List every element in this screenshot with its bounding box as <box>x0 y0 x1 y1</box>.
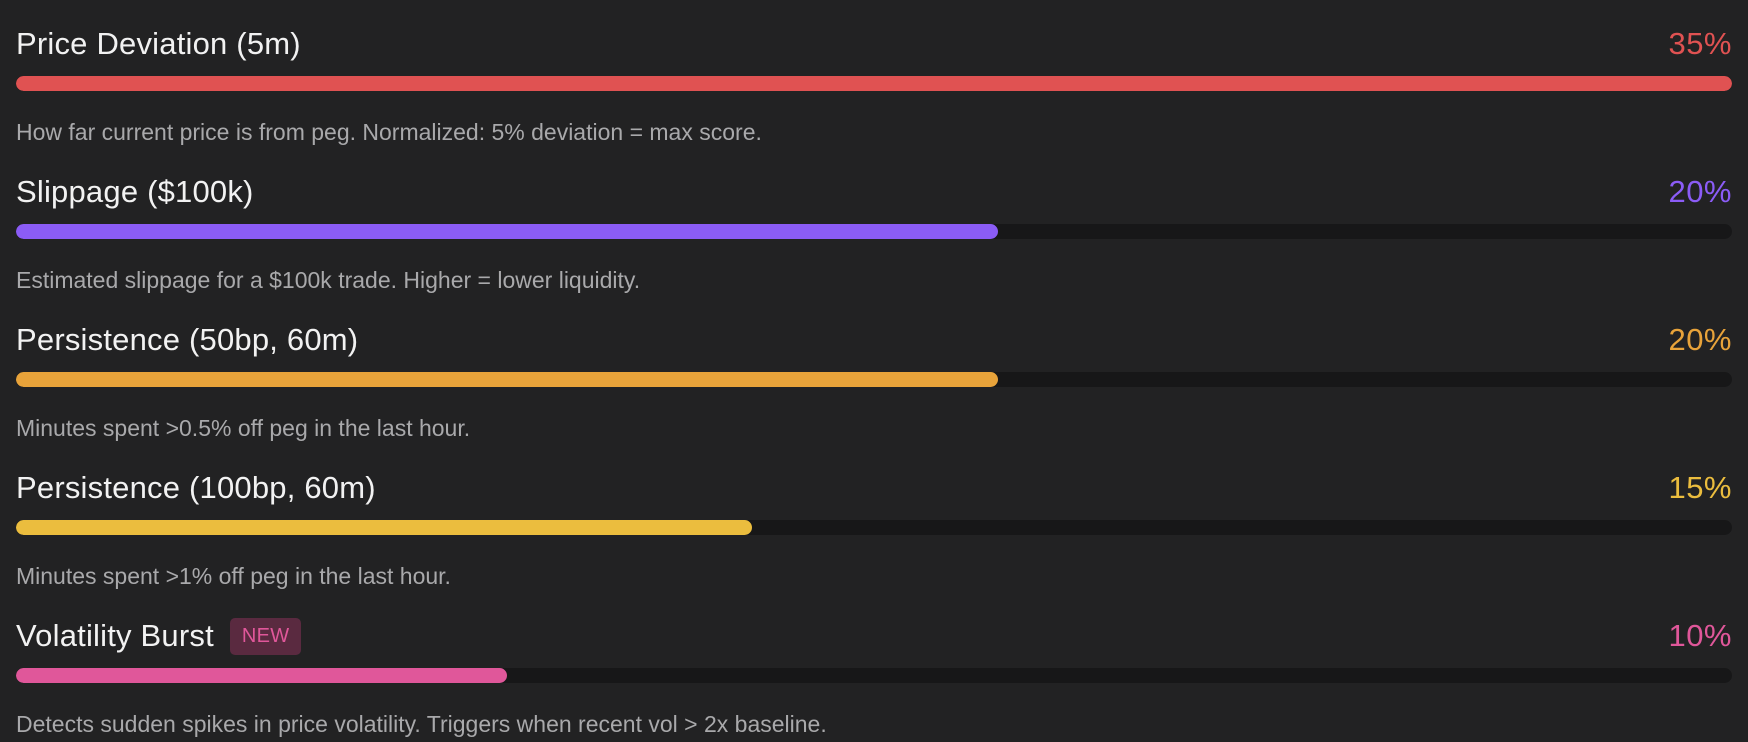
metric-description: Minutes spent >0.5% off peg in the last … <box>16 415 471 441</box>
progress-fill <box>16 520 753 535</box>
metric-title-wrap: Slippage ($100k) <box>16 174 254 210</box>
progress-track <box>16 76 1732 91</box>
metric-percent: 15% <box>1668 470 1732 505</box>
progress-track <box>16 520 1732 535</box>
metric-header: Volatility Burst NEW 10% <box>16 608 1732 664</box>
progress-fill <box>16 76 1732 91</box>
metric-percent: 10% <box>1668 618 1732 653</box>
metric-header: Persistence (50bp, 60m) 20% <box>16 312 1732 368</box>
progress-track <box>16 668 1732 683</box>
metric-price-deviation: Price Deviation (5m) 35% How far current… <box>16 16 1732 156</box>
metric-description: Minutes spent >1% off peg in the last ho… <box>16 563 451 589</box>
progress-track <box>16 372 1732 387</box>
metric-header: Persistence (100bp, 60m) 15% <box>16 460 1732 516</box>
new-badge: NEW <box>229 617 302 655</box>
metric-description: Estimated slippage for a $100k trade. Hi… <box>16 267 641 293</box>
metric-title: Persistence (100bp, 60m) <box>16 470 376 505</box>
metric-header: Slippage ($100k) 20% <box>16 164 1732 220</box>
metric-slippage: Slippage ($100k) 20% Estimated slippage … <box>16 164 1732 304</box>
progress-fill <box>16 224 998 239</box>
progress-fill <box>16 668 507 683</box>
progress-fill <box>16 372 998 387</box>
metric-title-wrap: Price Deviation (5m) <box>16 26 301 62</box>
metric-description: Detects sudden spikes in price volatilit… <box>16 711 827 737</box>
metric-persistence-100bp: Persistence (100bp, 60m) 15% Minutes spe… <box>16 460 1732 600</box>
metric-title-wrap: Persistence (100bp, 60m) <box>16 470 376 506</box>
metric-persistence-50bp: Persistence (50bp, 60m) 20% Minutes spen… <box>16 312 1732 452</box>
metric-description: How far current price is from peg. Norma… <box>16 119 762 145</box>
metric-title-wrap: Persistence (50bp, 60m) <box>16 322 358 358</box>
metric-percent: 20% <box>1668 174 1732 209</box>
metric-header: Price Deviation (5m) 35% <box>16 16 1732 72</box>
metric-title: Price Deviation (5m) <box>16 26 301 61</box>
metric-volatility-burst: Volatility Burst NEW 10% Detects sudden … <box>16 608 1732 742</box>
progress-track <box>16 224 1732 239</box>
metric-percent: 35% <box>1668 26 1732 61</box>
metric-title: Persistence (50bp, 60m) <box>16 322 359 357</box>
metric-title: Volatility Burst <box>16 618 214 653</box>
metric-title: Slippage ($100k) <box>16 174 254 209</box>
metric-title-wrap: Volatility Burst NEW <box>16 617 302 655</box>
metric-percent: 20% <box>1668 322 1732 357</box>
